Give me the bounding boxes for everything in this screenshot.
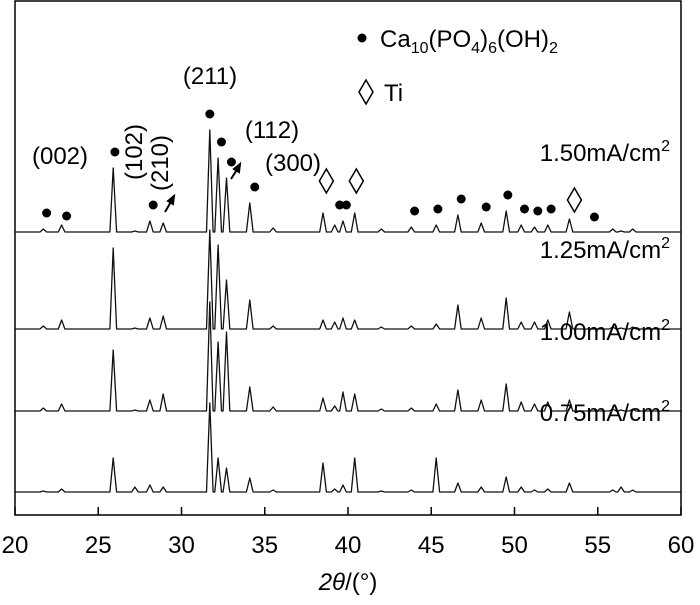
peak-arrows <box>164 161 242 213</box>
x-tick-label: 20 <box>2 532 29 559</box>
phase-dot <box>335 200 345 210</box>
phase-diamond <box>348 167 365 195</box>
series-label: 1.50mA/cm2 <box>540 138 670 167</box>
x-axis-label: 2θ/(°) <box>318 569 378 596</box>
phase-dot <box>410 206 420 216</box>
spectrum-line <box>15 301 681 412</box>
x-tick-label: 40 <box>335 532 362 559</box>
phase-dot <box>503 190 513 200</box>
peak-annotation: (300) <box>265 150 321 177</box>
x-tick-label: 25 <box>85 532 112 559</box>
x-tick-label: 30 <box>168 532 195 559</box>
phase-dot <box>62 211 72 221</box>
series-label: 0.75mA/cm2 <box>540 398 670 427</box>
series-label: 1.00mA/cm2 <box>540 317 670 346</box>
x-tick-label: 35 <box>251 532 278 559</box>
peak-annotation: (002) <box>32 143 88 170</box>
peak-annotation: (112) <box>245 117 299 144</box>
x-tick-label: 55 <box>584 532 611 559</box>
peak-annotation: (211) <box>183 63 237 90</box>
x-tick-label: 50 <box>501 532 528 559</box>
phase-dot <box>589 212 599 222</box>
phase-dot <box>456 194 466 204</box>
legend-label: Ti <box>384 80 403 107</box>
series-label: 1.25mA/cm2 <box>540 235 670 264</box>
phase-dot <box>533 206 543 216</box>
x-tick-label: 60 <box>668 532 695 559</box>
x-tick-label: 45 <box>418 532 445 559</box>
phase-dot <box>226 157 236 167</box>
phase-diamond <box>566 186 583 214</box>
phase-dot <box>110 147 120 157</box>
phase-dot <box>250 182 260 192</box>
phase-dot <box>205 109 215 119</box>
spectrum-line <box>15 129 681 233</box>
legend-dot <box>357 33 367 43</box>
phase-dot <box>42 208 52 218</box>
phase-dot <box>341 200 351 210</box>
phase-dot <box>519 204 529 214</box>
phase-diamond <box>318 167 335 195</box>
phase-dot <box>216 137 226 147</box>
spectrum-line <box>15 229 681 330</box>
legend-label: Ca10(PO4)6(OH)2 <box>380 26 558 57</box>
peak-annotation: (210) <box>147 135 174 191</box>
phase-dot <box>481 202 491 212</box>
phase-dot <box>148 200 158 210</box>
phase-dot <box>433 204 443 214</box>
legend-diamond <box>358 78 374 106</box>
peak-annotation: (102) <box>121 124 148 180</box>
spectrum-line <box>15 402 681 493</box>
phase-dot <box>546 204 556 214</box>
